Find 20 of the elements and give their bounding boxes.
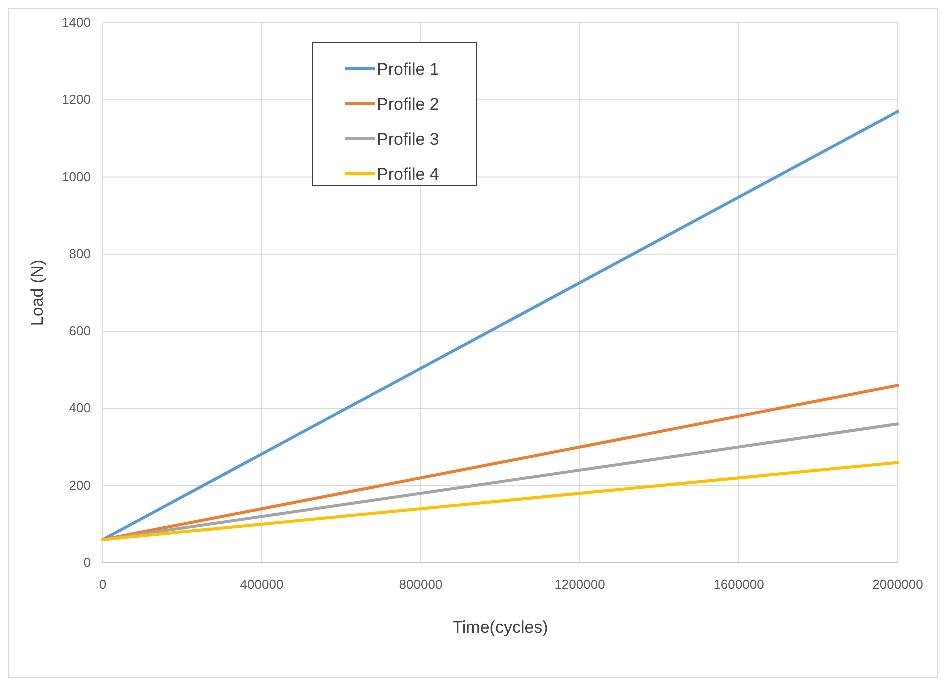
legend-label: Profile 2	[377, 95, 440, 114]
y-tick-label: 1400	[62, 15, 91, 30]
y-tick-label: 600	[69, 324, 91, 339]
legend-label: Profile 1	[377, 60, 440, 79]
y-tick-label: 800	[69, 246, 91, 262]
legend-label: Profile 3	[377, 130, 440, 149]
y-tick-label: 400	[69, 400, 91, 416]
x-tick-label: 2000000	[872, 577, 924, 592]
x-tick-label: 0	[99, 577, 107, 592]
x-tick-label: 1200000	[554, 577, 606, 592]
x-tick-label: 1600000	[714, 577, 764, 592]
x-tick-label: 800000	[399, 577, 443, 592]
y-tick-label: 200	[69, 478, 91, 493]
legend-label: Profile 4	[377, 165, 440, 184]
y-tick-label: 0	[84, 555, 91, 570]
y-tick-label: 1200	[62, 92, 91, 108]
y-axis-title: Load (N)	[28, 260, 47, 326]
x-axis-title: Time(cycles)	[452, 618, 548, 637]
y-tick-label: 1000	[62, 169, 91, 184]
x-tick-label: 400000	[240, 577, 284, 592]
